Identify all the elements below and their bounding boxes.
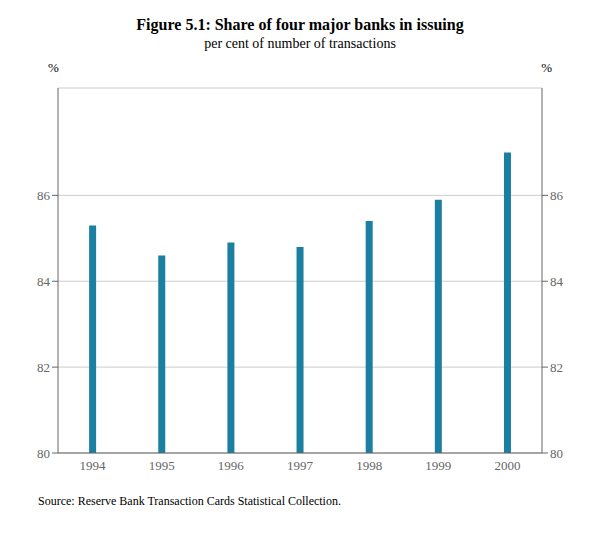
svg-text:1994: 1994 (80, 458, 107, 473)
svg-text:1997: 1997 (287, 458, 314, 473)
svg-text:1998: 1998 (356, 458, 382, 473)
html-text:per cent of number of transact: per cent of number of transactions (204, 36, 396, 51)
html-text:Source: Reserve Bank Transacti: Source: Reserve Bank Transaction Cards S… (38, 494, 341, 508)
svg-text:80: 80 (550, 446, 563, 461)
svg-text:82: 82 (37, 360, 50, 375)
svg-text:1995: 1995 (149, 458, 175, 473)
svg-text:1999: 1999 (425, 458, 451, 473)
svg-text:86: 86 (550, 188, 564, 203)
svg-text:82: 82 (550, 360, 563, 375)
svg-text:86: 86 (37, 188, 51, 203)
svg-text:2000: 2000 (494, 458, 520, 473)
svg-text:84: 84 (550, 274, 564, 289)
svg-text:1996: 1996 (218, 458, 245, 473)
html-text:Figure 5.1: Share of four majo: Figure 5.1: Share of four major banks in… (136, 16, 464, 33)
svg-text:84: 84 (37, 274, 51, 289)
svg-text:80: 80 (37, 446, 50, 461)
